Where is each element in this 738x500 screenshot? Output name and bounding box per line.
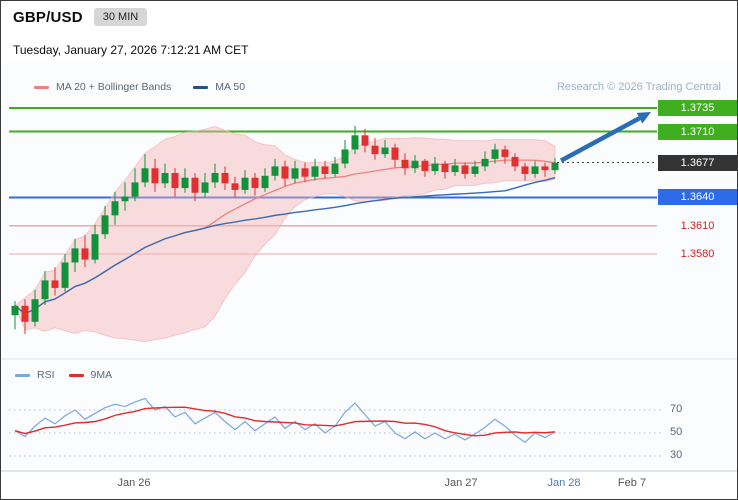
research-credit-label: Research © 2026 Trading Central bbox=[556, 81, 721, 93]
x-axis-label-jan-27: Jan 27 bbox=[444, 477, 478, 489]
price-level-label-1.3677: 1.3677 bbox=[658, 154, 737, 171]
price-level-label-1.3640: 1.3640 bbox=[658, 189, 737, 206]
price-level-label-1.3610: 1.3610 bbox=[680, 219, 715, 232]
rsi-panel-legend: RSI 9MA bbox=[15, 369, 112, 381]
x-axis-label-jan-28: Jan 28 bbox=[547, 477, 581, 489]
rsi-legend-label: RSI bbox=[37, 369, 55, 381]
rsi-9ma-legend-label: 9MA bbox=[90, 369, 113, 381]
x-axis-label-jan-26: Jan 26 bbox=[117, 477, 151, 489]
price-level-label-1.3580: 1.3580 bbox=[680, 247, 715, 260]
main-chart-legend: MA 20 + Bollinger Bands MA 50 bbox=[34, 81, 245, 93]
datetime-label: Tuesday, January 27, 2026 7:12:21 AM CET bbox=[13, 43, 249, 57]
rsi-swatch-icon bbox=[15, 373, 30, 377]
ma20-bollinger-swatch-icon bbox=[34, 85, 49, 89]
header: GBP/USD 30 MIN bbox=[13, 8, 148, 26]
ma20-bollinger-legend-label: MA 20 + Bollinger Bands bbox=[56, 81, 172, 93]
rsi-grid-label-50: 50 bbox=[670, 426, 683, 438]
x-axis-label-feb-7: Feb 7 bbox=[617, 477, 647, 489]
price-level-label-1.3710: 1.3710 bbox=[658, 123, 737, 140]
timeframe-badge[interactable]: 30 MIN bbox=[93, 8, 148, 26]
ma50-legend-label: MA 50 bbox=[215, 81, 246, 93]
ma50-swatch-icon bbox=[193, 85, 209, 89]
rsi-9ma-swatch-icon bbox=[68, 373, 84, 377]
price-level-label-1.3735: 1.3735 bbox=[658, 100, 737, 116]
symbol-title: GBP/USD bbox=[13, 8, 83, 26]
rsi-grid-label-30: 30 bbox=[670, 449, 683, 461]
rsi-grid-label-70: 70 bbox=[670, 403, 683, 415]
